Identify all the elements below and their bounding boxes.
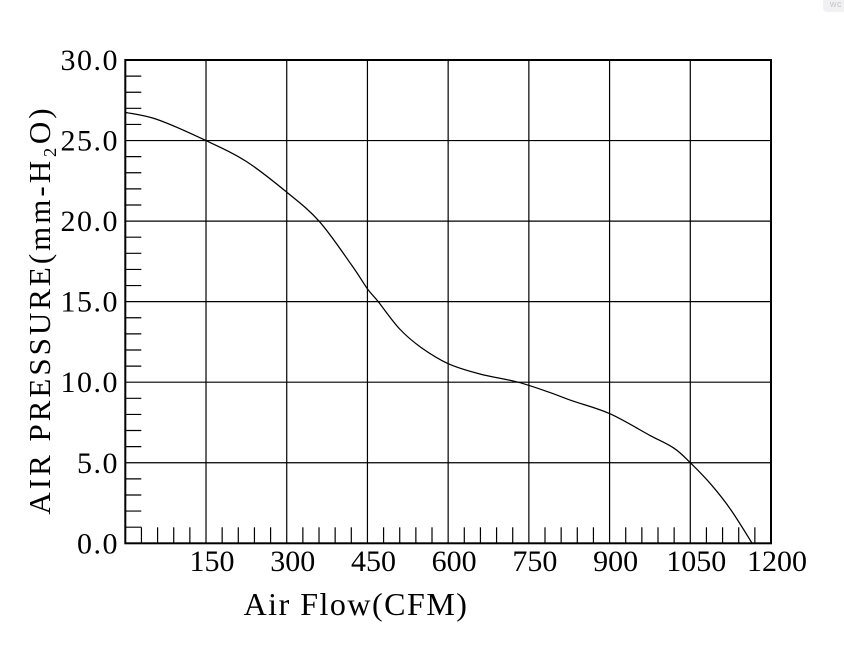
y-tick-label: 5.0 [77,447,119,480]
grid [125,60,771,544]
x-tick-label: 900 [593,545,638,578]
y-tick-label: 25.0 [61,125,120,158]
x-axis-title: Air Flow(CFM) [244,586,469,622]
axis-ticks [125,75,756,544]
x-tick-label: 1050 [666,545,726,578]
x-tick-label: 1200 [747,545,807,578]
corner-badge: wc [823,0,844,12]
y-axis-title: AIR PRESSURE(mm-H₂O) [22,105,57,514]
y-tick-label: 10.0 [61,366,120,399]
axis-tick-labels: 150 300 450 600 750 900 1050 1200 0.0 5.0 10.0 15.0… [61,44,808,578]
y-tick-label: 15.0 [61,286,120,319]
performance-curve [125,111,753,544]
y-tick-label: 30.0 [61,44,120,77]
x-tick-label: 300 [270,545,315,578]
x-tick-label: 450 [351,545,396,578]
x-tick-label: 150 [190,545,235,578]
y-tick-label: 0.0 [77,527,119,560]
y-tick-label: 20.0 [61,205,120,238]
plot-border [124,59,773,545]
x-tick-label: 750 [512,545,557,578]
x-tick-label: 600 [432,545,477,578]
